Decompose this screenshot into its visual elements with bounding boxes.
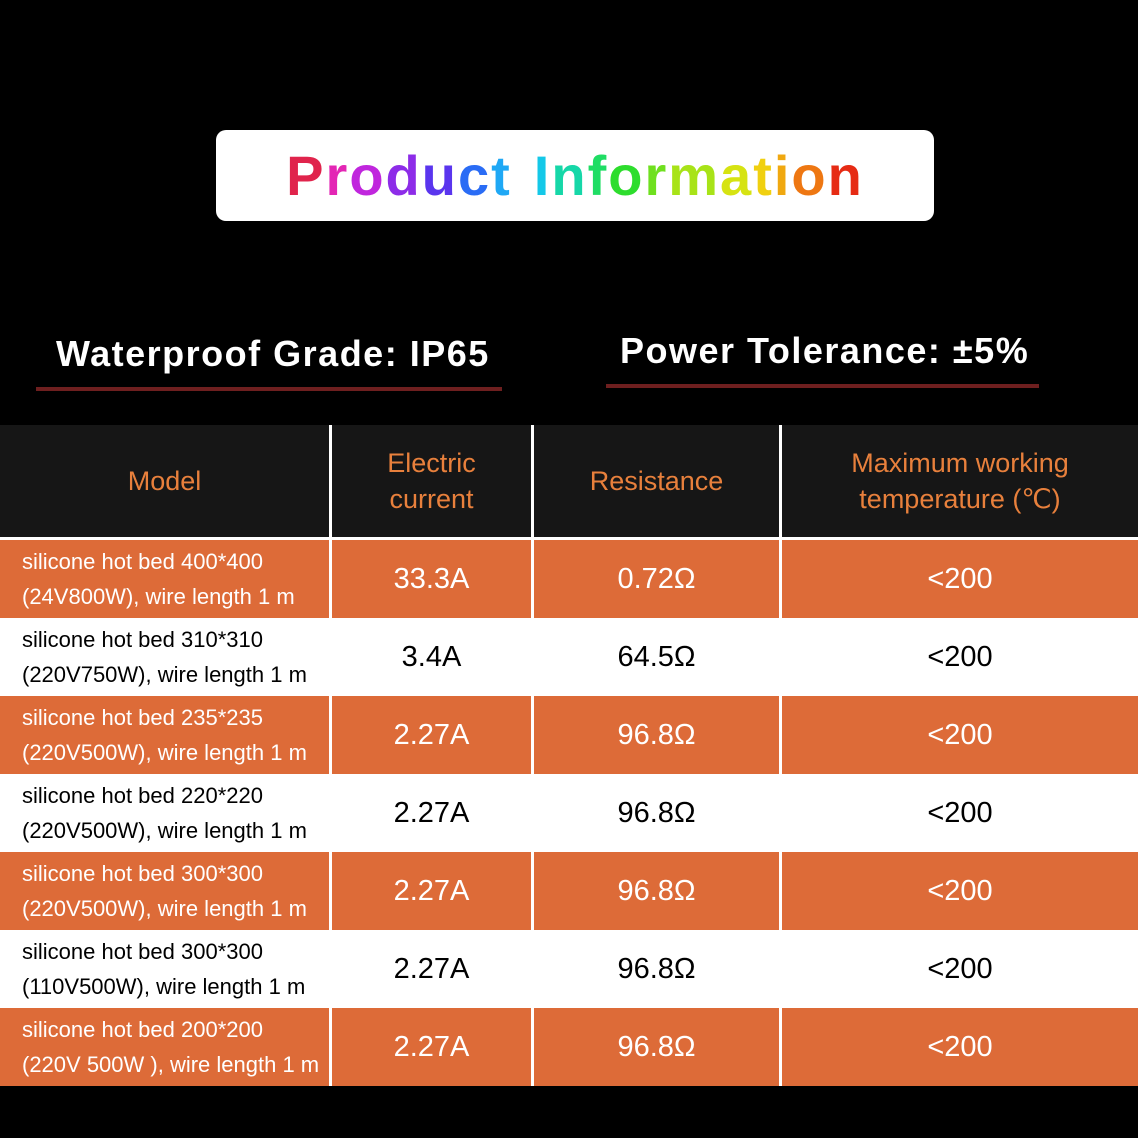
model-spec: (220V750W), wire length 1 m — [22, 661, 307, 687]
model-cell: silicone hot bed 300*300 (220V500W), wir… — [0, 852, 329, 930]
table-row: silicone hot bed 300*300 (110V500W), wir… — [0, 930, 1138, 1008]
resistance-value: 96.8Ω — [534, 930, 779, 1008]
max-temperature-value: <200 — [782, 1008, 1138, 1086]
product-information-banner: Product Information — [216, 130, 934, 221]
model-name: silicone hot bed 300*300 — [22, 938, 263, 964]
electric-current-value: 2.27A — [332, 930, 531, 1008]
table-row: silicone hot bed 235*235 (220V500W), wir… — [0, 696, 1138, 774]
electric-current-value: 2.27A — [332, 774, 531, 852]
page-title: Product Information — [286, 144, 864, 207]
waterproof-grade-label: Waterproof Grade: IP65 — [36, 333, 502, 391]
resistance-value: 64.5Ω — [534, 618, 779, 696]
model-cell: silicone hot bed 220*220 (220V500W), wir… — [0, 774, 329, 852]
resistance-value: 0.72Ω — [534, 540, 779, 618]
resistance-value: 96.8Ω — [534, 696, 779, 774]
model-spec: (220V500W), wire length 1 m — [22, 895, 307, 921]
model-spec: (24V800W), wire length 1 m — [22, 583, 295, 609]
max-temperature-value: <200 — [782, 540, 1138, 618]
max-temperature-value: <200 — [782, 852, 1138, 930]
model-spec: (220V500W), wire length 1 m — [22, 739, 307, 765]
max-temperature-value: <200 — [782, 774, 1138, 852]
model-cell: silicone hot bed 400*400 (24V800W), wire… — [0, 540, 329, 618]
model-name: silicone hot bed 310*310 — [22, 626, 263, 652]
model-name: silicone hot bed 300*300 — [22, 860, 263, 886]
model-name: silicone hot bed 400*400 — [22, 548, 263, 574]
model-spec: (220V 500W ), wire length 1 m — [22, 1051, 320, 1077]
model-cell: silicone hot bed 235*235 (220V500W), wir… — [0, 696, 329, 774]
model-cell: silicone hot bed 300*300 (110V500W), wir… — [0, 930, 329, 1008]
table-header-row: Model Electric current Resistance Maximu… — [0, 425, 1138, 540]
model-cell: silicone hot bed 200*200 (220V 500W ), w… — [0, 1008, 329, 1086]
electric-current-value: 33.3A — [332, 540, 531, 618]
electric-current-value: 2.27A — [332, 1008, 531, 1086]
resistance-value: 96.8Ω — [534, 1008, 779, 1086]
max-temperature-value: <200 — [782, 696, 1138, 774]
header-model: Model — [0, 425, 329, 537]
table-row: silicone hot bed 400*400 (24V800W), wire… — [0, 540, 1138, 618]
model-spec: (110V500W), wire length 1 m — [22, 973, 306, 999]
header-electric-current: Electric current — [332, 425, 531, 537]
table-row: silicone hot bed 200*200 (220V 500W ), w… — [0, 1008, 1138, 1086]
model-spec: (220V500W), wire length 1 m — [22, 817, 307, 843]
resistance-value: 96.8Ω — [534, 774, 779, 852]
model-name: silicone hot bed 220*220 — [22, 782, 263, 808]
model-name: silicone hot bed 235*235 — [22, 704, 263, 730]
electric-current-value: 2.27A — [332, 696, 531, 774]
max-temperature-value: <200 — [782, 618, 1138, 696]
model-name: silicone hot bed 200*200 — [22, 1016, 263, 1042]
resistance-value: 96.8Ω — [534, 852, 779, 930]
header-max-temperature: Maximum working temperature (℃) — [782, 425, 1138, 537]
model-cell: silicone hot bed 310*310 (220V750W), wir… — [0, 618, 329, 696]
electric-current-value: 3.4A — [332, 618, 531, 696]
table-row: silicone hot bed 310*310 (220V750W), wir… — [0, 618, 1138, 696]
table-row: silicone hot bed 220*220 (220V500W), wir… — [0, 774, 1138, 852]
power-tolerance-label: Power Tolerance: ±5% — [606, 330, 1040, 388]
table-row: silicone hot bed 300*300 (220V500W), wir… — [0, 852, 1138, 930]
specification-table: Model Electric current Resistance Maximu… — [0, 425, 1138, 1086]
electric-current-value: 2.27A — [332, 852, 531, 930]
header-resistance: Resistance — [534, 425, 779, 537]
max-temperature-value: <200 — [782, 930, 1138, 1008]
